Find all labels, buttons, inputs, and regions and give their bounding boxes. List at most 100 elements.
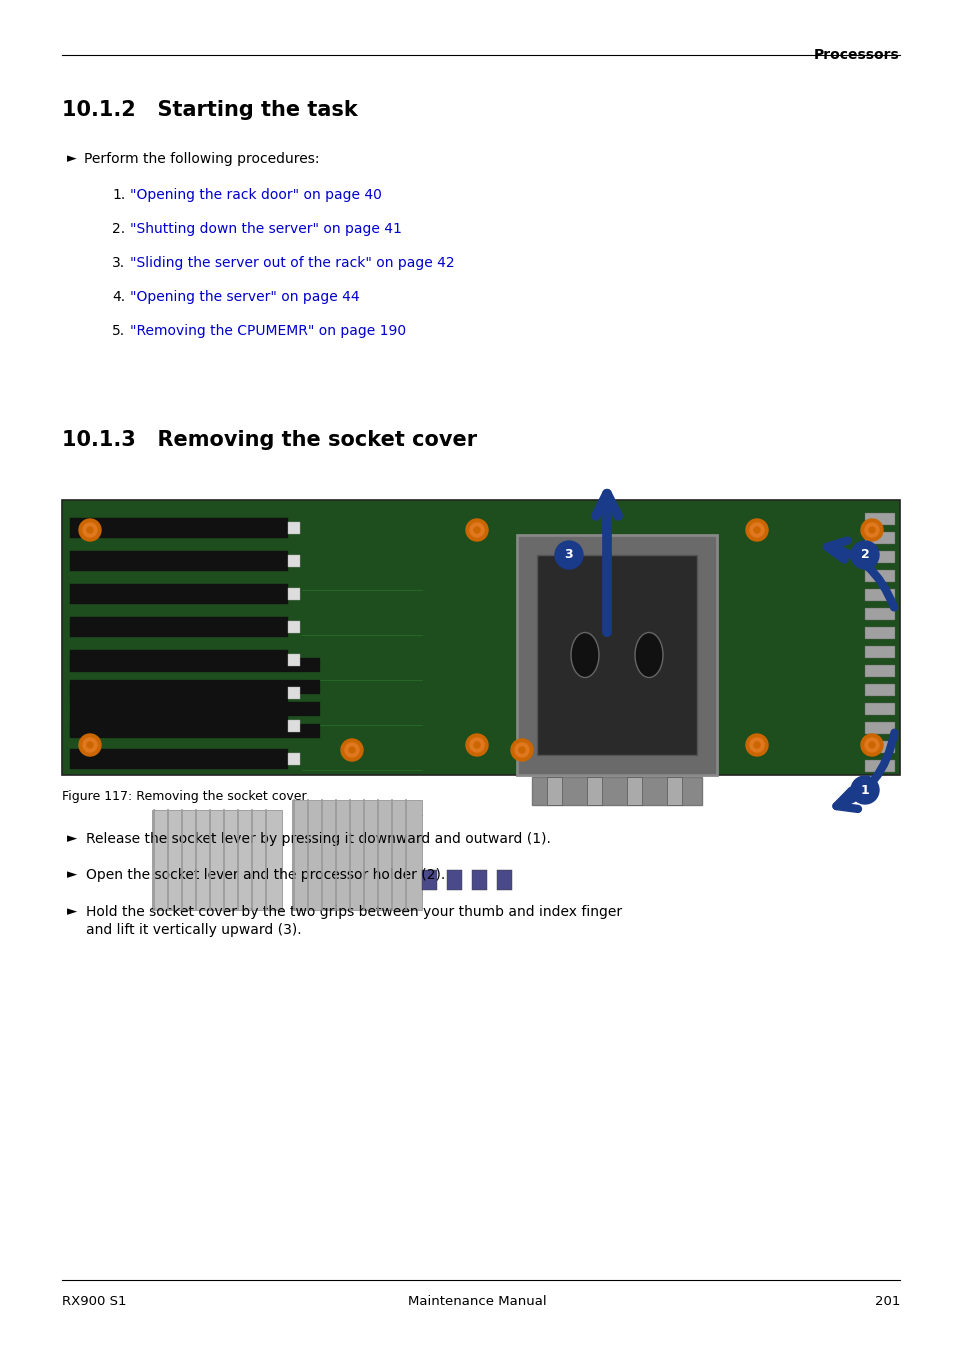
Text: ►: ► xyxy=(67,867,77,881)
Circle shape xyxy=(850,541,878,569)
Bar xyxy=(288,753,299,765)
Text: "Opening the server" on page 44: "Opening the server" on page 44 xyxy=(130,290,359,304)
Bar xyxy=(864,590,894,602)
Bar xyxy=(472,870,486,890)
Circle shape xyxy=(345,743,358,757)
Circle shape xyxy=(87,742,92,747)
Text: "Removing the CPUMEMR" on page 190: "Removing the CPUMEMR" on page 190 xyxy=(130,324,406,339)
Circle shape xyxy=(79,519,101,541)
Text: ►: ► xyxy=(67,905,77,919)
Bar xyxy=(288,687,299,699)
Text: ►: ► xyxy=(67,832,77,844)
Text: Maintenance Manual: Maintenance Manual xyxy=(407,1295,546,1309)
Circle shape xyxy=(555,541,582,569)
Circle shape xyxy=(745,734,767,755)
Text: Perform the following procedures:: Perform the following procedures: xyxy=(84,152,319,166)
Bar xyxy=(62,500,899,774)
Bar xyxy=(864,608,894,621)
Bar xyxy=(70,616,288,637)
Text: RX900 S1: RX900 S1 xyxy=(62,1295,127,1309)
Text: 5.: 5. xyxy=(112,324,125,339)
Bar xyxy=(447,870,461,890)
Bar xyxy=(497,870,512,890)
Bar xyxy=(864,722,894,734)
Bar xyxy=(537,554,697,755)
Text: 4.: 4. xyxy=(112,290,125,304)
Bar xyxy=(864,665,894,677)
Ellipse shape xyxy=(635,633,662,677)
Bar xyxy=(421,870,436,890)
Text: 3.: 3. xyxy=(112,256,125,270)
Circle shape xyxy=(83,738,97,751)
Bar xyxy=(70,518,288,538)
Text: Release the socket lever by pressing it downward and outward (1).: Release the socket lever by pressing it … xyxy=(86,832,550,846)
Circle shape xyxy=(861,519,882,541)
Circle shape xyxy=(349,747,355,753)
Circle shape xyxy=(83,523,97,537)
Bar xyxy=(864,513,894,525)
Bar xyxy=(864,646,894,658)
Bar xyxy=(70,550,288,571)
Text: 10.1.2   Starting the task: 10.1.2 Starting the task xyxy=(62,100,357,120)
Bar xyxy=(864,703,894,715)
Text: "Shutting down the server" on page 41: "Shutting down the server" on page 41 xyxy=(130,223,401,236)
Bar xyxy=(864,741,894,753)
Text: Figure 117: Removing the socket cover: Figure 117: Removing the socket cover xyxy=(62,791,306,803)
Circle shape xyxy=(518,747,524,753)
Circle shape xyxy=(864,738,878,751)
Circle shape xyxy=(79,734,101,755)
Text: 3: 3 xyxy=(564,549,573,561)
Text: Hold the socket cover by the two grips between your thumb and index finger: Hold the socket cover by the two grips b… xyxy=(86,905,621,919)
Text: "Opening the rack door" on page 40: "Opening the rack door" on page 40 xyxy=(130,188,381,202)
Circle shape xyxy=(745,519,767,541)
Circle shape xyxy=(340,739,363,761)
Bar xyxy=(288,720,299,733)
Bar xyxy=(517,536,717,774)
Text: and lift it vertically upward (3).: and lift it vertically upward (3). xyxy=(86,923,301,938)
Bar xyxy=(70,683,288,703)
Circle shape xyxy=(474,527,479,533)
Text: Processors: Processors xyxy=(814,49,899,62)
Bar xyxy=(586,777,601,805)
Text: 1.: 1. xyxy=(112,188,125,202)
Bar xyxy=(546,777,561,805)
Text: 2.: 2. xyxy=(112,223,125,236)
Circle shape xyxy=(515,743,529,757)
Bar xyxy=(864,627,894,639)
Bar xyxy=(626,777,641,805)
Text: ►: ► xyxy=(67,152,76,165)
Bar xyxy=(864,684,894,696)
Bar xyxy=(292,800,421,911)
Text: 1: 1 xyxy=(860,784,868,796)
Bar xyxy=(864,532,894,544)
Text: 2: 2 xyxy=(860,549,868,561)
Text: 10.1.3   Removing the socket cover: 10.1.3 Removing the socket cover xyxy=(62,430,476,451)
Bar xyxy=(288,654,299,666)
Bar xyxy=(666,777,681,805)
Circle shape xyxy=(749,738,763,751)
Bar xyxy=(864,571,894,581)
Bar xyxy=(288,621,299,633)
Circle shape xyxy=(465,519,488,541)
Bar xyxy=(288,554,299,567)
Circle shape xyxy=(864,523,878,537)
Bar xyxy=(70,680,319,693)
Ellipse shape xyxy=(571,633,598,677)
Bar xyxy=(70,584,288,604)
Circle shape xyxy=(749,523,763,537)
Circle shape xyxy=(868,742,874,747)
Circle shape xyxy=(511,739,533,761)
Bar xyxy=(288,522,299,534)
Circle shape xyxy=(87,527,92,533)
Circle shape xyxy=(753,527,760,533)
Text: Open the socket lever and the processor holder (2).: Open the socket lever and the processor … xyxy=(86,867,445,882)
Circle shape xyxy=(465,734,488,755)
Circle shape xyxy=(470,738,483,751)
Bar xyxy=(70,658,319,672)
Text: 201: 201 xyxy=(874,1295,899,1309)
Bar xyxy=(532,777,701,805)
Bar xyxy=(864,759,894,772)
Bar xyxy=(70,650,288,670)
Bar xyxy=(288,588,299,600)
Circle shape xyxy=(753,742,760,747)
